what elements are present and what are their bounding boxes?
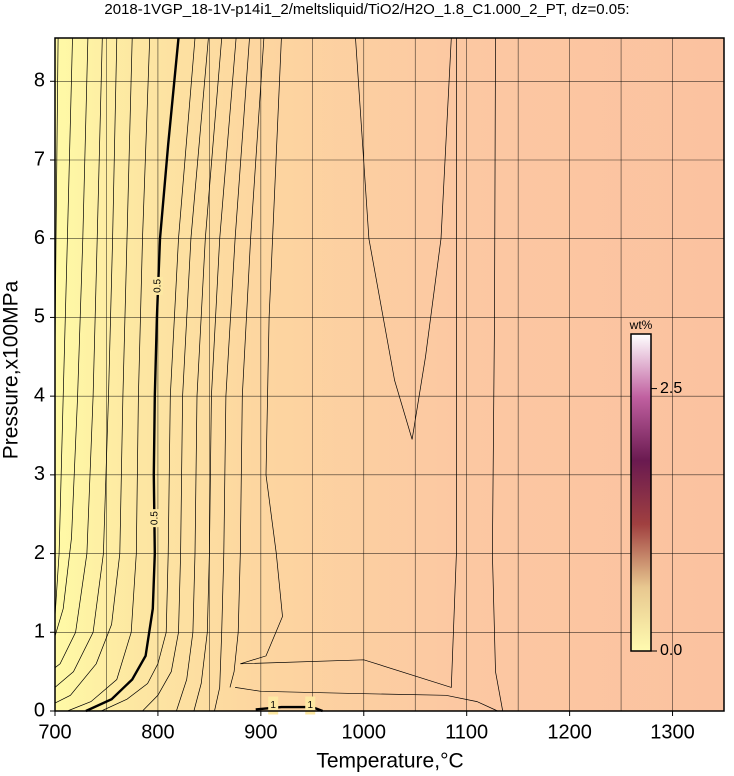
contour-label-bg <box>152 276 163 295</box>
y-tick-label: 1 <box>34 621 45 643</box>
contour-line <box>193 37 237 712</box>
x-tick-label: 1100 <box>445 721 488 743</box>
colorbar-tick-label: 2.5 <box>660 380 682 397</box>
contour-line <box>492 37 504 712</box>
plot-frame <box>54 37 725 712</box>
y-tick-label: 5 <box>34 306 45 328</box>
contour-line <box>54 37 73 617</box>
y-tick-label: 7 <box>34 148 45 170</box>
contour-line <box>54 37 103 668</box>
x-tick-label: 1300 <box>650 721 695 743</box>
colorbar-title: wt% <box>629 318 653 332</box>
contour-line <box>235 687 498 712</box>
x-tick-label: 800 <box>141 721 174 743</box>
contour-line <box>240 37 457 688</box>
y-tick-label: 2 <box>34 542 45 564</box>
y-tick-label: 8 <box>34 70 45 92</box>
contour-line <box>54 37 133 704</box>
contour-label-bg <box>305 696 316 715</box>
chart-title: 2018-1VGP_18-1V-p14i1_2/meltsliquid/TiO2… <box>104 1 629 18</box>
x-tick-label: 1200 <box>547 721 592 743</box>
contour-line <box>142 37 209 712</box>
x-tick-label: 1000 <box>342 721 387 743</box>
contour-line <box>176 37 223 712</box>
contour-line <box>101 37 196 712</box>
x-tick-label: 900 <box>244 721 277 743</box>
contour-label-bg <box>149 509 160 528</box>
x-tick-label: 700 <box>38 721 71 743</box>
x-axis-label: Temperature,°C <box>316 750 463 773</box>
contour-label: 0.5 <box>149 511 160 525</box>
contour-line <box>54 37 118 688</box>
contour-line <box>214 37 250 712</box>
y-tick-label: 3 <box>34 463 45 485</box>
y-tick-label: 4 <box>34 384 45 406</box>
contour-label: 1 <box>307 700 313 711</box>
colorbar-tick-label: 0.0 <box>660 642 682 659</box>
contour-label: 0.5 <box>153 279 164 293</box>
y-tick-label: 6 <box>34 227 45 249</box>
colorbar <box>630 333 652 652</box>
contour-line <box>54 37 89 637</box>
contour-label-bg <box>268 696 279 715</box>
y-tick-label: 0 <box>34 699 45 721</box>
contour-line <box>67 37 151 712</box>
contour-label: 1 <box>270 700 276 711</box>
contour-line <box>229 37 265 688</box>
y-axis-label: Pressure,x100MPa <box>0 280 23 459</box>
contour-line <box>355 37 452 440</box>
